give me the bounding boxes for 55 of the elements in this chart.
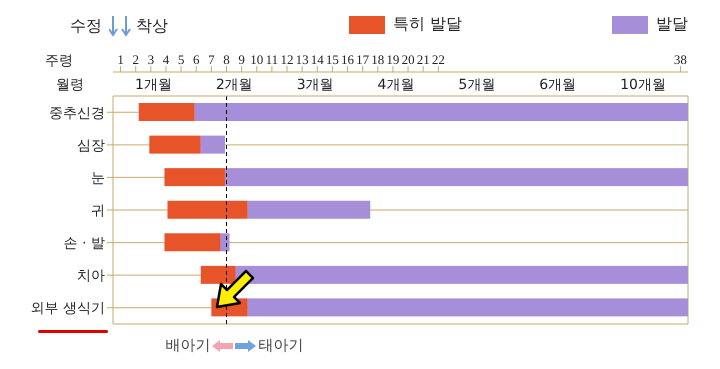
text: 수정 <box>70 16 102 37</box>
x-tick-label: 14 <box>310 52 324 67</box>
x-tick-label: 11 <box>266 52 278 67</box>
x-tick-label: 16 <box>341 52 355 67</box>
bar <box>164 168 225 186</box>
text: 10개월 <box>620 76 666 94</box>
text: 착상 <box>136 16 168 37</box>
y-tick-label: 심장 <box>77 138 105 154</box>
text: 3개월 <box>296 76 334 94</box>
x-tick-label: 19 <box>386 52 400 67</box>
bar <box>138 103 195 121</box>
bar <box>220 233 230 252</box>
y-tick-label: 외부 생식기 <box>30 300 105 317</box>
text: 6개월 <box>539 76 576 94</box>
x-tick-label: 10 <box>250 52 264 67</box>
text: 2개월 <box>216 76 253 94</box>
text: 4개월 <box>378 76 414 94</box>
x-tick-label: 21 <box>416 52 430 67</box>
y-tick-label: 귀 <box>91 202 105 219</box>
bar <box>167 200 248 219</box>
x-tick-label: 4 <box>162 52 170 67</box>
bar <box>164 233 220 252</box>
x-tick-label: 13 <box>296 52 309 67</box>
text: 배아기 <box>166 336 210 355</box>
x-tick-label: 15 <box>326 52 339 67</box>
text: 태아기 <box>258 336 304 355</box>
bar <box>248 200 370 219</box>
x-tick-label: 8 <box>223 52 230 67</box>
x-tick-label: 2 <box>132 52 139 67</box>
bar <box>149 136 201 154</box>
x-tick-label: 6 <box>192 52 200 67</box>
bar <box>194 103 688 121</box>
y-tick-label: 손 · 발 <box>64 236 105 252</box>
legend-label: 특히 발달 <box>392 14 462 35</box>
x-tick-label: 17 <box>356 52 370 67</box>
y-tick-label: 치아 <box>77 268 105 284</box>
x-tick-label: 9 <box>238 52 245 67</box>
x-tick-label: 38 <box>674 52 687 67</box>
x-tick-label: 18 <box>371 52 384 67</box>
bar <box>224 168 688 186</box>
x-tick-label: 20 <box>402 52 415 67</box>
text: 5개월 <box>458 76 496 94</box>
x-axis-title: 주령 <box>45 52 73 69</box>
text: 1개월 <box>134 76 172 94</box>
x-tick-label: 5 <box>178 52 184 67</box>
x-tick-label: 7 <box>208 52 216 67</box>
x-tick-label: 22 <box>432 52 445 67</box>
x-tick-label: 3 <box>148 52 154 67</box>
x-tick-label: 1 <box>117 52 124 67</box>
text: 월령 <box>56 76 84 94</box>
y-tick-label: 눈 <box>91 170 105 186</box>
legend-label: 발달 <box>655 14 688 35</box>
bar <box>200 136 225 154</box>
x-tick-label: 12 <box>280 52 294 67</box>
y-tick-label: 중추신경 <box>49 105 105 122</box>
